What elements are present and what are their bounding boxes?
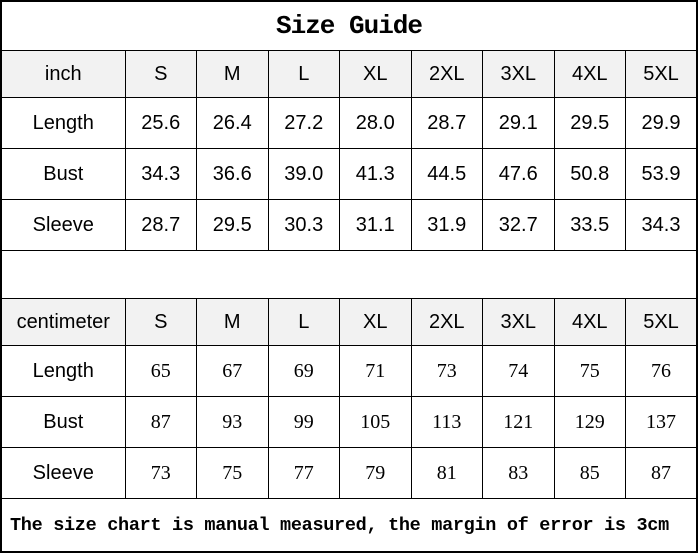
inch-sleeve-row: Sleeve 28.7 29.5 30.3 31.1 31.9 32.7 33.… (0, 199, 698, 251)
measurement-cell: 50.8 (553, 148, 626, 200)
cm-header-row: centimeter S M L XL 2XL 3XL 4XL 5XL (0, 298, 698, 346)
measurement-cell: 31.9 (410, 199, 483, 251)
measurement-cell: 137 (625, 396, 698, 448)
measurement-cell: 67 (196, 345, 269, 397)
measurement-cell: 113 (410, 396, 483, 448)
measurement-cell: 65 (124, 345, 197, 397)
size-col-header: XL (339, 50, 412, 98)
inch-bust-row: Bust 34.3 36.6 39.0 41.3 44.5 47.6 50.8 … (0, 148, 698, 200)
inch-length-row: Length 25.6 26.4 27.2 28.0 28.7 29.1 29.… (0, 97, 698, 149)
size-col-header: S (124, 298, 197, 346)
measurement-cell: 29.5 (553, 97, 626, 149)
row-label-length: Length (0, 97, 126, 149)
measurement-cell: 87 (625, 447, 698, 499)
measurement-cell: 77 (267, 447, 340, 499)
measurement-cell: 73 (410, 345, 483, 397)
measurement-cell: 44.5 (410, 148, 483, 200)
measurement-cell: 105 (339, 396, 412, 448)
measurement-cell: 28.7 (124, 199, 197, 251)
size-col-header: L (267, 298, 340, 346)
measurement-cell: 33.5 (553, 199, 626, 251)
measurement-cell: 29.9 (625, 97, 698, 149)
measurement-cell: 69 (267, 345, 340, 397)
row-label-sleeve: Sleeve (0, 447, 126, 499)
measurement-cell: 76 (625, 345, 698, 397)
size-col-header: 3XL (482, 298, 555, 346)
measurement-cell: 93 (196, 396, 269, 448)
measurement-cell: 31.1 (339, 199, 412, 251)
measurement-cell: 47.6 (482, 148, 555, 200)
measurement-cell: 85 (553, 447, 626, 499)
page-title: Size Guide (0, 0, 698, 51)
measurement-cell: 25.6 (124, 97, 197, 149)
inch-header-row: inch S M L XL 2XL 3XL 4XL 5XL (0, 50, 698, 98)
size-col-header: M (196, 298, 269, 346)
row-label-sleeve: Sleeve (0, 199, 126, 251)
row-label-bust: Bust (0, 396, 126, 448)
footer-note: The size chart is manual measured, the m… (0, 498, 698, 553)
measurement-cell: 73 (124, 447, 197, 499)
measurement-cell: 87 (124, 396, 197, 448)
row-label-length: Length (0, 345, 126, 397)
measurement-cell: 36.6 (196, 148, 269, 200)
size-col-header: M (196, 50, 269, 98)
size-col-header: 2XL (410, 50, 483, 98)
measurement-cell: 74 (482, 345, 555, 397)
measurement-cell: 32.7 (482, 199, 555, 251)
size-col-header: 2XL (410, 298, 483, 346)
measurement-cell: 83 (482, 447, 555, 499)
cm-unit-label: centimeter (0, 298, 126, 346)
measurement-cell: 75 (196, 447, 269, 499)
measurement-cell: 29.5 (196, 199, 269, 251)
measurement-cell: 129 (553, 396, 626, 448)
measurement-cell: 79 (339, 447, 412, 499)
spacer-cell (0, 250, 698, 299)
row-label-bust: Bust (0, 148, 126, 200)
measurement-cell: 29.1 (482, 97, 555, 149)
measurement-cell: 28.0 (339, 97, 412, 149)
measurement-cell: 81 (410, 447, 483, 499)
measurement-cell: 30.3 (267, 199, 340, 251)
measurement-cell: 28.7 (410, 97, 483, 149)
title-row: Size Guide (0, 0, 698, 51)
size-col-header: 3XL (482, 50, 555, 98)
measurement-cell: 26.4 (196, 97, 269, 149)
measurement-cell: 34.3 (625, 199, 698, 251)
size-col-header: XL (339, 298, 412, 346)
measurement-cell: 71 (339, 345, 412, 397)
measurement-cell: 99 (267, 396, 340, 448)
footer-row: The size chart is manual measured, the m… (0, 498, 698, 553)
cm-length-row: Length 65 67 69 71 73 74 75 76 (0, 345, 698, 397)
size-col-header: L (267, 50, 340, 98)
spacer-row (0, 250, 698, 299)
size-col-header: 5XL (625, 50, 698, 98)
size-col-header: 4XL (553, 298, 626, 346)
measurement-cell: 75 (553, 345, 626, 397)
measurement-cell: 27.2 (267, 97, 340, 149)
measurement-cell: 41.3 (339, 148, 412, 200)
measurement-cell: 39.0 (267, 148, 340, 200)
measurement-cell: 121 (482, 396, 555, 448)
size-col-header: 5XL (625, 298, 698, 346)
inch-unit-label: inch (0, 50, 126, 98)
measurement-cell: 53.9 (625, 148, 698, 200)
size-col-header: 4XL (553, 50, 626, 98)
measurement-cell: 34.3 (124, 148, 197, 200)
cm-sleeve-row: Sleeve 73 75 77 79 81 83 85 87 (0, 447, 698, 499)
size-col-header: S (124, 50, 197, 98)
cm-bust-row: Bust 87 93 99 105 113 121 129 137 (0, 396, 698, 448)
